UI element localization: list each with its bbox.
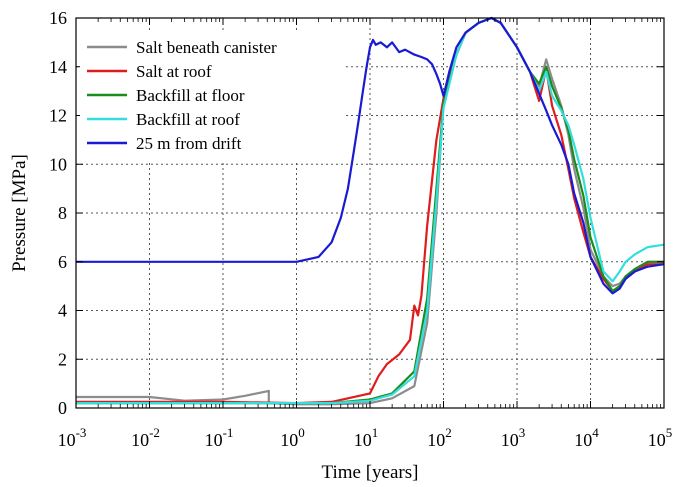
legend-label: Backfill at roof [136, 110, 240, 129]
x-tick-label: 100 [280, 425, 305, 450]
legend-label: Salt at roof [136, 62, 212, 81]
x-tick-label: 102 [427, 425, 452, 450]
axis-ticks [75, 17, 665, 409]
y-tick-label: 2 [58, 349, 67, 369]
x-tick-label: 103 [501, 425, 526, 450]
y-tick-label: 14 [49, 57, 67, 77]
series-line [76, 16, 665, 295]
y-tick-label: 8 [58, 203, 67, 223]
x-tick-label: 10-2 [131, 425, 160, 450]
x-tick-label: 10-3 [58, 425, 87, 450]
y-tick-labels: 0 2 4 6 8 10 12 14 16 [49, 8, 67, 418]
x-tick-label: 105 [648, 425, 673, 450]
legend-label: 25 m from drift [136, 134, 242, 153]
y-tick-label: 16 [49, 8, 67, 28]
y-axis-label: Pressure [MPa] [9, 154, 30, 272]
y-tick-label: 4 [58, 301, 67, 321]
y-tick-label: 0 [58, 398, 67, 418]
y-tick-label: 6 [58, 252, 67, 272]
x-tick-label: 10-1 [205, 425, 234, 450]
legend-label: Backfill at floor [136, 86, 245, 105]
x-tick-labels: 10-3 10-2 10-1 100 101 102 103 104 105 [58, 425, 673, 450]
x-tick-label: 101 [354, 425, 379, 450]
legend-label: Salt beneath canister [136, 38, 277, 57]
y-tick-label: 10 [49, 154, 67, 174]
legend: Salt beneath canister Salt at roof Backfil… [80, 30, 346, 160]
x-tick-label: 104 [574, 425, 599, 450]
series-lines [76, 16, 665, 406]
y-tick-label: 12 [49, 106, 67, 126]
x-axis-label: Time [years] [322, 462, 419, 483]
